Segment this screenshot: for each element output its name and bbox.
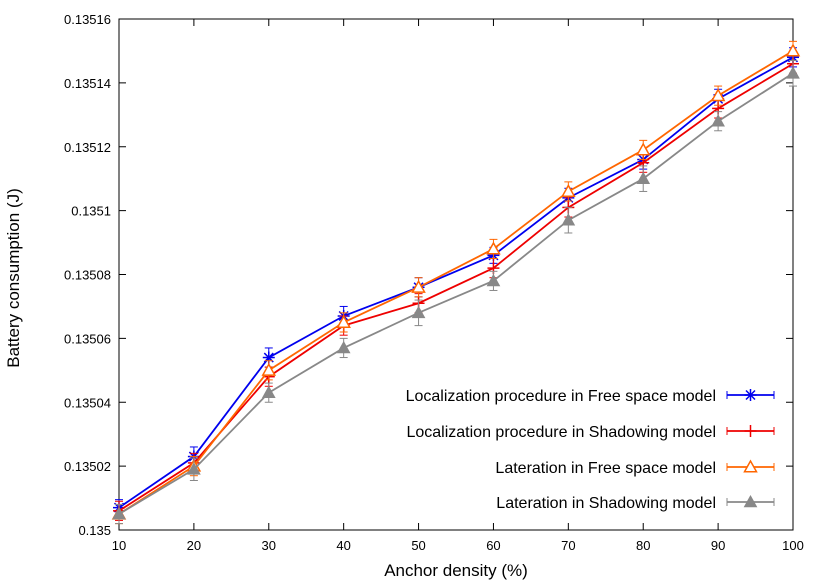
y-tick-label: 0.13514	[64, 76, 111, 91]
data-point	[486, 273, 501, 287]
marker-shape	[743, 459, 758, 473]
series-line	[118, 56, 794, 509]
marker-shape	[743, 494, 758, 508]
x-tick-label: 80	[636, 538, 650, 553]
marker-shape	[411, 279, 426, 293]
legend-entry-3: Lateration in Free space model	[495, 459, 775, 477]
data-point	[411, 279, 426, 293]
x-tick-label: 20	[187, 538, 201, 553]
marker-shape	[411, 305, 426, 319]
marker-shape	[336, 314, 351, 328]
x-tick-label: 100	[782, 538, 804, 553]
x-tick-label: 90	[711, 538, 725, 553]
data-point	[336, 340, 351, 354]
y-tick-label: 0.13504	[64, 395, 111, 410]
legend-marker	[743, 459, 758, 473]
legend-marker	[744, 425, 757, 437]
marker-shape	[785, 43, 801, 57]
y-axis: 0.135 0.13502 0.13504 0.13506 0.13508 0.1351 0…	[64, 12, 793, 538]
series-line	[118, 62, 794, 512]
y-axis-title: Battery consumption (J)	[4, 188, 23, 368]
data-point	[636, 171, 651, 184]
legend-entry-1: Localization procedure in Free space mod…	[406, 388, 775, 405]
legend-label: Localization procedure in Free space mod…	[406, 388, 716, 405]
data-point	[261, 362, 277, 376]
marker-shape	[261, 362, 277, 376]
legend-label: Lateration in Shadowing model	[496, 495, 716, 512]
data-point	[785, 43, 801, 57]
data-point	[561, 183, 576, 198]
marker-shape	[561, 213, 576, 226]
x-axis: 10 20 30 40 50 60 70 80 90 100	[112, 19, 804, 553]
x-tick-label: 60	[486, 538, 500, 553]
y-tick-label: 0.13512	[64, 140, 111, 155]
data-point	[711, 114, 725, 127]
marker-shape	[561, 183, 576, 198]
data-point	[786, 66, 800, 79]
y-tick-label: 0.13508	[64, 268, 111, 283]
data-point	[635, 142, 651, 156]
data-point	[336, 314, 351, 328]
legend-entry-4: Lateration in Shadowing model	[496, 494, 775, 512]
data-point	[261, 385, 276, 398]
data-point	[710, 88, 726, 102]
x-tick-label: 40	[336, 538, 350, 553]
legend-label: Lateration in Free space model	[495, 460, 716, 477]
marker-shape	[486, 241, 501, 255]
marker-shape	[112, 507, 126, 520]
series-line	[118, 72, 794, 515]
legend-label: Localization procedure in Shadowing mode…	[406, 424, 716, 441]
series-4	[112, 60, 800, 525]
y-tick-label: 0.13516	[64, 12, 111, 27]
x-tick-label: 70	[561, 538, 575, 553]
series-layer	[111, 40, 801, 525]
data-point	[411, 305, 426, 319]
x-tick-label: 10	[112, 538, 126, 553]
marker-shape	[261, 385, 276, 398]
data-point	[112, 507, 126, 520]
marker-shape	[635, 142, 651, 156]
legend: Localization procedure in Free space mod…	[406, 388, 775, 512]
data-point	[561, 213, 576, 226]
y-tick-label: 0.13502	[64, 459, 111, 474]
marker-shape	[786, 66, 800, 79]
y-tick-label: 0.13506	[64, 331, 111, 346]
marker-shape	[486, 273, 501, 287]
marker-shape	[636, 171, 651, 184]
marker-shape	[711, 114, 725, 127]
legend-entry-2: Localization procedure in Shadowing mode…	[406, 424, 775, 441]
marker-shape	[187, 462, 201, 475]
y-tick-label: 0.135	[78, 523, 111, 538]
x-tick-label: 50	[411, 538, 425, 553]
x-tick-label: 30	[262, 538, 276, 553]
y-tick-label: 0.1351	[71, 204, 111, 219]
legend-marker	[744, 389, 757, 401]
data-point	[486, 241, 501, 255]
x-axis-title: Anchor density (%)	[384, 561, 528, 580]
data-point	[187, 462, 201, 475]
marker-shape	[710, 88, 726, 102]
series-line	[118, 50, 794, 515]
legend-marker	[743, 494, 758, 508]
marker-shape	[336, 340, 351, 354]
